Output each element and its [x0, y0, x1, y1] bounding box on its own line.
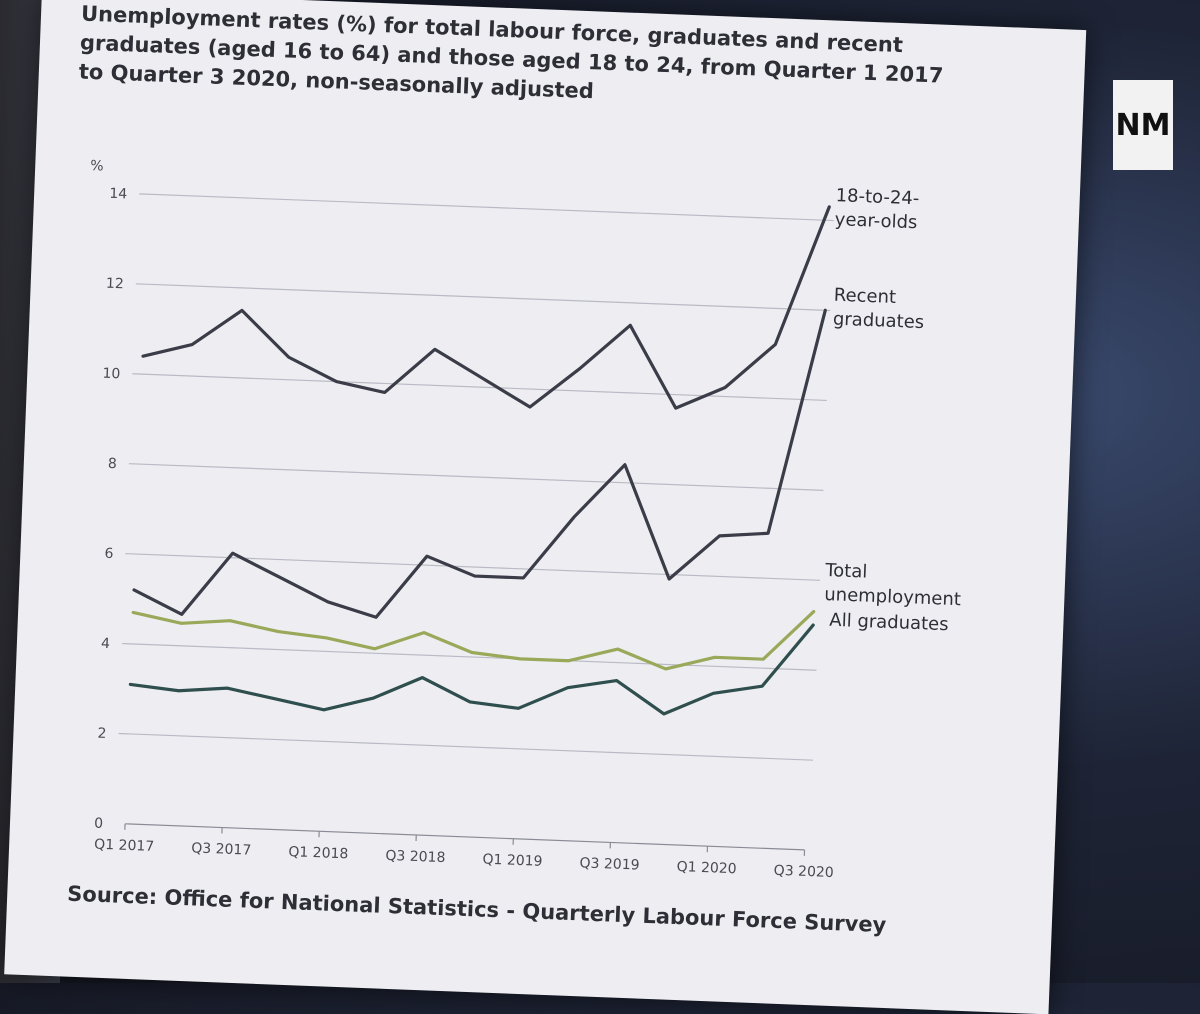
series-label-1: 18-to-24- — [835, 185, 919, 209]
series-label-3: unemployment — [824, 584, 961, 610]
y-tick-label: 0 — [94, 816, 104, 832]
series-label-4: All graduates — [829, 610, 949, 636]
series-label-2: Recent — [833, 285, 896, 308]
series-label-1: year-olds — [834, 209, 917, 233]
brand-logo: NM — [1113, 80, 1173, 170]
x-tick-label: Q1 2018 — [288, 844, 349, 862]
y-axis-unit-label: % — [90, 158, 104, 174]
y-tick-label: 12 — [106, 276, 124, 293]
y-tick-label: 4 — [101, 636, 111, 652]
x-tick-label: Q3 2018 — [385, 848, 446, 866]
x-tick-label: Q1 2020 — [676, 859, 737, 877]
y-tick-label: 2 — [97, 726, 107, 742]
x-tick-label: Q1 2019 — [482, 852, 543, 870]
x-tick-label: Q3 2017 — [191, 840, 252, 858]
y-tick-label: 10 — [102, 366, 120, 383]
gridline — [129, 464, 823, 491]
series-line-3 — [132, 585, 814, 674]
presentation-slide: Unemployment rates (%) for total labour … — [4, 0, 1086, 1014]
series-label-2: graduates — [833, 309, 925, 333]
y-tick-label: 8 — [108, 456, 118, 472]
line-chart: % 0 2 4 6 8 10 12 14 Q1 2017 Q3 2017 Q1 2018 Q3 2018… — [7, 0, 1086, 929]
y-tick-label: 14 — [109, 186, 128, 203]
series-label-3: Total — [824, 560, 868, 583]
y-tick-label: 6 — [104, 546, 114, 562]
x-tick-label: Q3 2019 — [579, 855, 640, 873]
gridline — [119, 733, 813, 760]
series-line-2 — [133, 284, 825, 638]
gridline — [139, 194, 833, 221]
gridline — [136, 284, 830, 311]
x-tick-label: Q3 2020 — [773, 863, 834, 881]
x-tick-label: Q1 2017 — [94, 837, 155, 855]
series-line-4 — [130, 599, 813, 729]
